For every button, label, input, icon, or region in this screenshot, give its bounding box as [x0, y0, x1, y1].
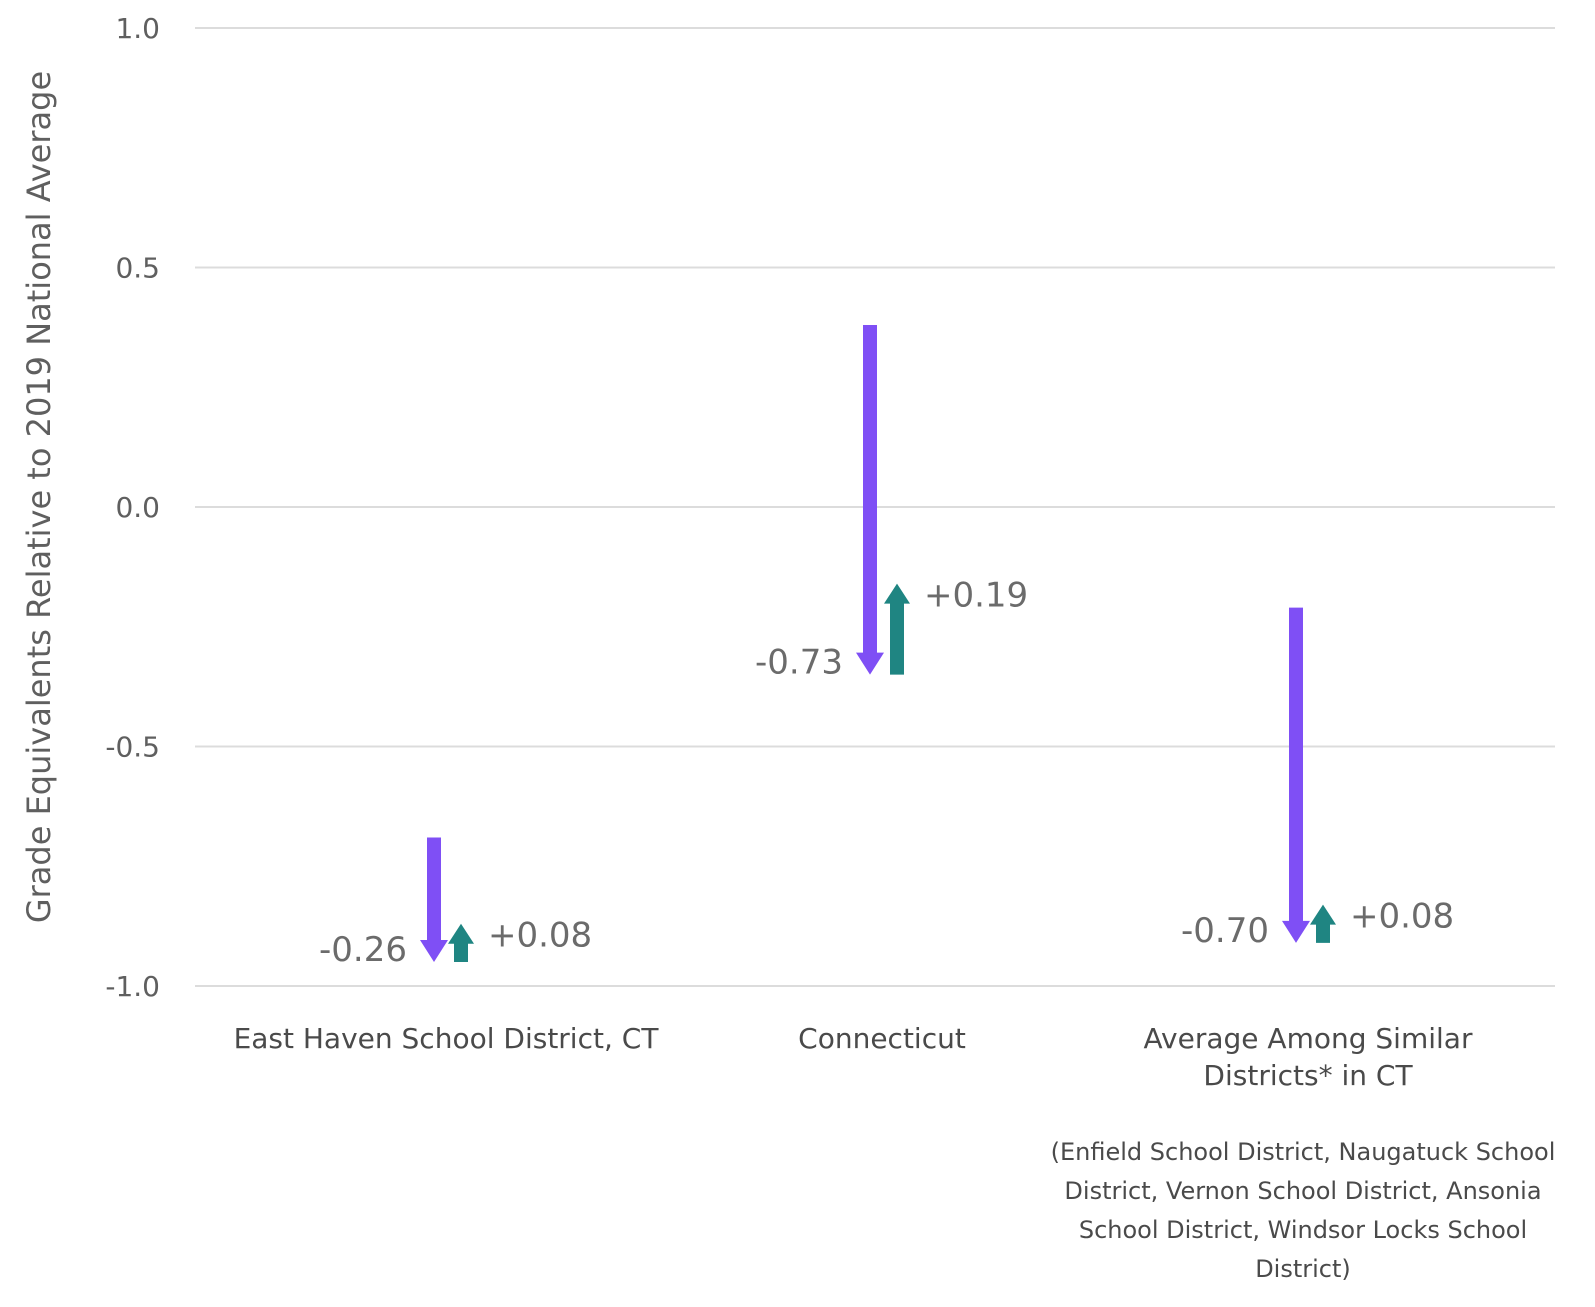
decline-arrow [856, 324, 884, 675]
category-label: Districts* in CT [1203, 1059, 1413, 1092]
decline-value-label: -0.26 [319, 930, 407, 970]
y-tick-label: -1.0 [105, 970, 160, 1003]
category-note: District) [1255, 1255, 1351, 1283]
category-note: (Enfield School District, Naugatuck Scho… [1051, 1138, 1556, 1166]
y-axis-label: Grade Equivalents Relative to 2019 Natio… [20, 71, 58, 923]
y-tick-label: 0.0 [115, 491, 160, 524]
decline-value-label: -0.73 [755, 643, 843, 683]
category-note: School District, Windsor Locks School [1079, 1216, 1527, 1244]
recovery-value-label: +0.08 [1350, 897, 1454, 937]
y-tick-label: -0.5 [105, 731, 160, 764]
recovery-arrow [1310, 904, 1336, 943]
category-label: Connecticut [798, 1022, 966, 1055]
y-tick-label: 0.5 [115, 252, 160, 285]
y-tick-label: 1.0 [115, 12, 160, 45]
recovery-arrow [448, 923, 474, 963]
decline-arrow [1282, 607, 1310, 943]
recovery-value-label: +0.08 [488, 916, 592, 956]
recovery-arrow [884, 583, 910, 675]
decline-arrow [420, 837, 448, 963]
category-note: District, Vernon School District, Ansoni… [1064, 1177, 1541, 1205]
category-label: Average Among Similar [1144, 1022, 1473, 1055]
recovery-value-label: +0.19 [924, 576, 1028, 616]
decline-value-label: -0.70 [1181, 911, 1269, 951]
category-label: East Haven School District, CT [234, 1022, 660, 1055]
